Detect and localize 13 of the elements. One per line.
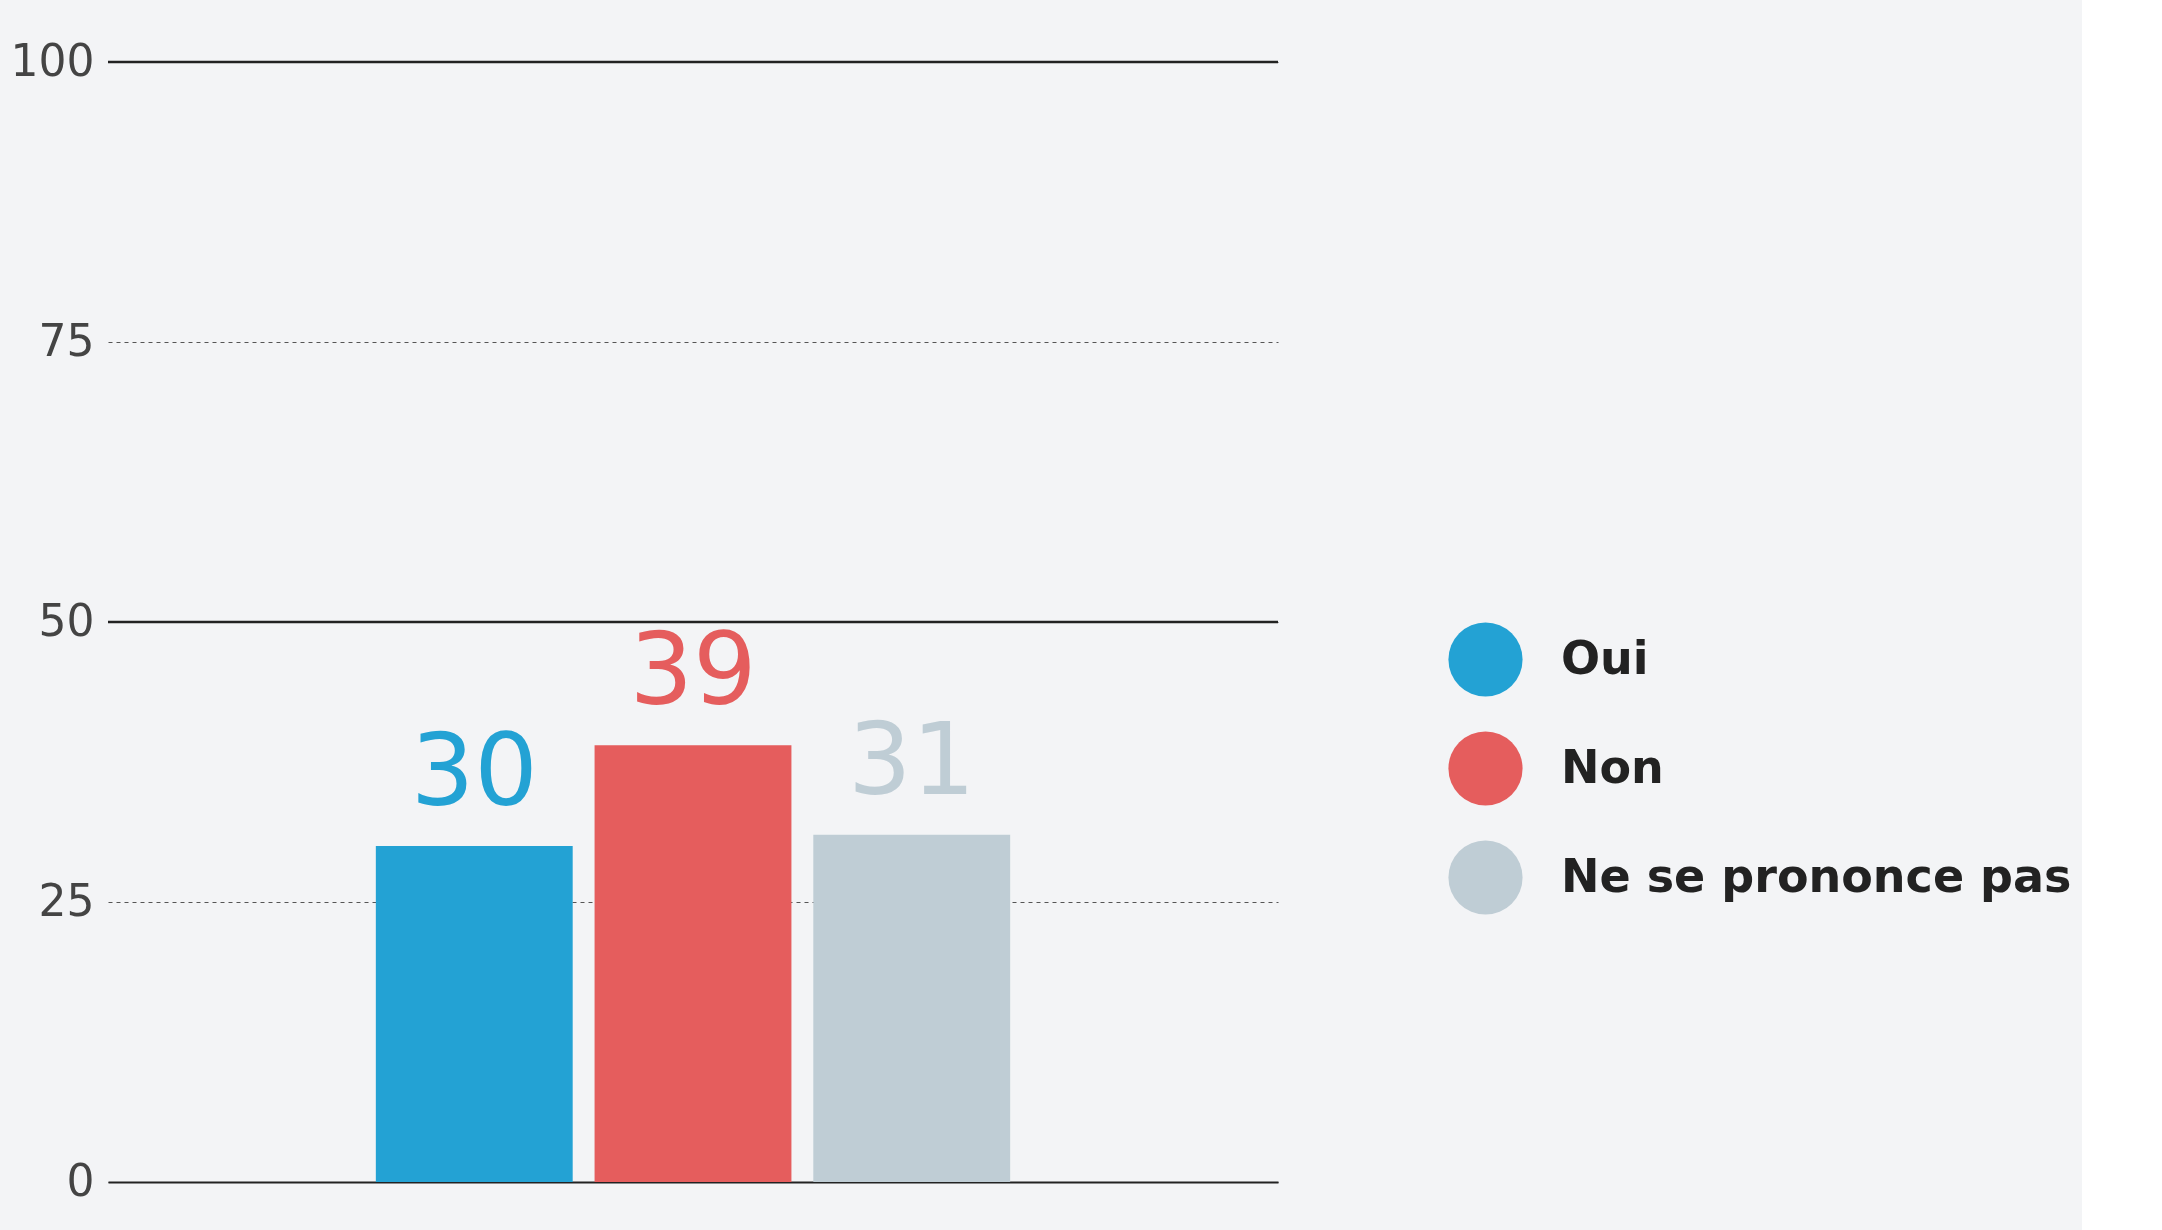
data-label: 39	[629, 611, 757, 729]
data-label: 30	[410, 712, 538, 829]
legend-label: Ne se prononce pas	[1561, 848, 2072, 903]
legend-label: Non	[1561, 739, 1664, 794]
y-tick-label: 75	[38, 314, 95, 366]
y-tick-label: 25	[38, 874, 95, 926]
y-tick-label: 100	[10, 34, 95, 86]
bar	[594, 745, 792, 1182]
bar	[813, 834, 1011, 1182]
bar	[375, 846, 573, 1182]
y-tick-label: 50	[38, 594, 95, 646]
y-tick-label: 0	[66, 1154, 95, 1206]
legend-label: Oui	[1561, 630, 1649, 685]
